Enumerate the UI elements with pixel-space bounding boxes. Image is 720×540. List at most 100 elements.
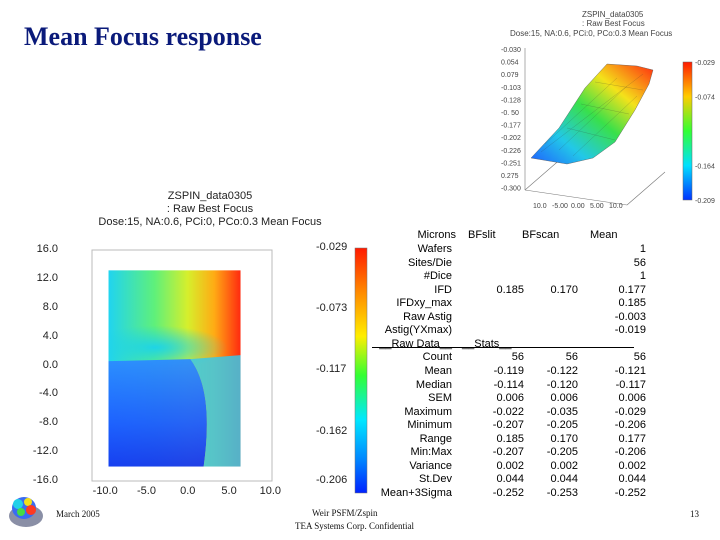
surface3d-colorbar-tick: -0.074	[695, 95, 715, 102]
stats-cell: 0.170	[550, 283, 578, 296]
stats-cell: -0.252	[492, 486, 524, 499]
stats-cell: 56	[633, 351, 646, 364]
colorbar-tick-label: -0.029	[316, 241, 348, 253]
stats-row-label: IFD	[434, 283, 452, 296]
surface3d-z-tick: 0.275	[501, 173, 519, 180]
surface3d-z-tick: -0.202	[501, 135, 521, 142]
surface3d-colorbar-tick: -0.209	[695, 198, 715, 205]
stats-cell: 0.044	[496, 473, 524, 486]
stats-row-label: Variance	[409, 459, 452, 472]
stats-header-bfslit: BFslit	[468, 229, 496, 241]
heatmap-region-bottom	[108, 359, 207, 467]
surface3d-title-line-3: Dose:15, NA:0.6, PCi:0, PCo:0.3 Mean Foc…	[510, 29, 673, 38]
chart-title-line-3: Dose:15, NA:0.6, PCi:0, PCo:0.3 Mean Foc…	[98, 216, 322, 228]
surface3d-z-tick: -0.251	[501, 160, 521, 167]
x-tick-label: -5.0	[137, 485, 156, 497]
stats-cell: 0.177	[618, 432, 646, 445]
stats-row-label: __Raw Data__	[379, 337, 452, 350]
stats-cell: __Stats__	[462, 337, 512, 350]
stats-cell: -0.252	[614, 486, 646, 499]
surface3d-title-line-2: : Raw Best Focus	[582, 19, 645, 28]
surface3d-z-tick: 0.054	[501, 60, 519, 67]
stats-cell: 0.170	[550, 432, 578, 445]
footer-presenter: Weir PSFM/Zspin	[312, 508, 378, 518]
surface3d-colorbar-tick: -0.164	[695, 164, 715, 171]
x-tick-label: 0.0	[180, 485, 196, 497]
surface3d-colorbar-tick: -0.029	[695, 60, 715, 67]
surface3d-axes	[524, 48, 666, 206]
stats-row-label: #Dice	[423, 270, 452, 283]
y-tick-label: 8.0	[42, 300, 58, 313]
surface3d-x-tick: 5.00	[590, 203, 604, 210]
stats-cell: 56	[511, 351, 524, 364]
stats-row-label: Range	[419, 432, 452, 445]
surface3d-z-tick: -0.103	[501, 85, 521, 92]
colorbar-tick-label: -0.206	[316, 474, 348, 486]
stats-cell: 1	[639, 243, 646, 255]
stats-cell: -0.121	[614, 364, 646, 377]
stats-row-label: Min:Max	[410, 446, 452, 459]
stats-units-label: Microns	[417, 229, 456, 241]
colorbar-tick-label: -0.162	[316, 425, 348, 438]
stats-cell: -0.019	[614, 324, 646, 337]
stats-row-label: St.Dev	[418, 473, 452, 486]
stats-cell: 0.177	[618, 283, 646, 296]
stats-cell: -0.003	[614, 310, 646, 323]
surface3d-z-tick: -0. 50	[501, 110, 519, 117]
stats-cell: 56	[565, 351, 578, 364]
slide-title: Mean Focus response	[24, 22, 262, 51]
colorbar-tick-label: -0.117	[316, 362, 347, 375]
surface3d-z-tick: -0.300	[501, 186, 521, 193]
stats-row-label: Raw Astig	[403, 310, 452, 323]
stats-row-label: Sites/Die	[407, 256, 452, 269]
stats-cell: 1	[639, 270, 646, 283]
stats-row-label: Count	[422, 351, 452, 364]
stats-cell: 0.006	[496, 392, 524, 405]
surface3d-x-tick: 0.00	[571, 203, 585, 210]
stats-row-label: Mean	[424, 364, 452, 377]
stats-cell: -0.022	[492, 405, 524, 418]
stats-cell: -0.206	[614, 446, 646, 459]
stats-cell: -0.114	[493, 378, 524, 391]
stats-header-mean: Mean	[590, 229, 618, 241]
surface3d-z-tick: -0.128	[501, 97, 521, 104]
stats-cell: 0.185	[496, 283, 524, 296]
y-tick-label: -8.0	[39, 416, 58, 429]
surface3d-z-tick: -0.177	[501, 123, 521, 130]
tea-logo-icon	[9, 497, 43, 527]
stats-cell: 0.044	[618, 473, 646, 486]
stats-row-label: Mean+3Sigma	[380, 486, 452, 499]
footer-company: TEA Systems Corp. Confidential	[295, 521, 414, 531]
heatmap-cells	[108, 270, 241, 467]
y-tick-label: -12.0	[32, 445, 58, 458]
chart-title-line-1: ZSPIN_data0305	[167, 190, 253, 202]
stats-header-bfscan: BFscan	[522, 229, 560, 241]
stats-cell: -0.120	[546, 378, 578, 391]
stats-cell: 56	[633, 256, 646, 269]
y-tick-label: 16.0	[36, 243, 58, 255]
surface3d-x-tick: 10.0	[533, 203, 547, 210]
stats-cell: 0.006	[550, 392, 578, 405]
chart-title-line-2: : Raw Best Focus	[166, 203, 254, 215]
stats-cell: -0.029	[614, 405, 646, 418]
stats-row-label: Astig(YXmax)	[384, 324, 452, 337]
colorbar-tick-label: -0.073	[316, 301, 348, 314]
colorbar	[354, 247, 368, 494]
surface3d-mesh	[530, 63, 654, 165]
heatmap-chart	[91, 247, 368, 494]
stats-cell: -0.119	[493, 364, 524, 377]
heatmap-region-cyan	[108, 325, 228, 370]
stats-divider	[372, 347, 634, 348]
stats-cell: 0.002	[618, 459, 646, 472]
surface3d-z-tick: -0.030	[501, 47, 521, 54]
surface3d-title-line-1: ZSPIN_data0305	[582, 10, 644, 19]
stats-cell: -0.205	[546, 446, 578, 459]
stats-cell: -0.207	[492, 419, 524, 432]
stats-row-label: SEM	[428, 392, 452, 405]
x-tick-label: 5.0	[221, 485, 237, 497]
y-tick-label: 4.0	[42, 329, 58, 342]
stats-row-label: Minimum	[407, 419, 452, 432]
stats-cell: 0.006	[618, 392, 646, 405]
stats-row-label: Maximum	[404, 405, 452, 418]
footer-date: March 2005	[56, 509, 100, 519]
